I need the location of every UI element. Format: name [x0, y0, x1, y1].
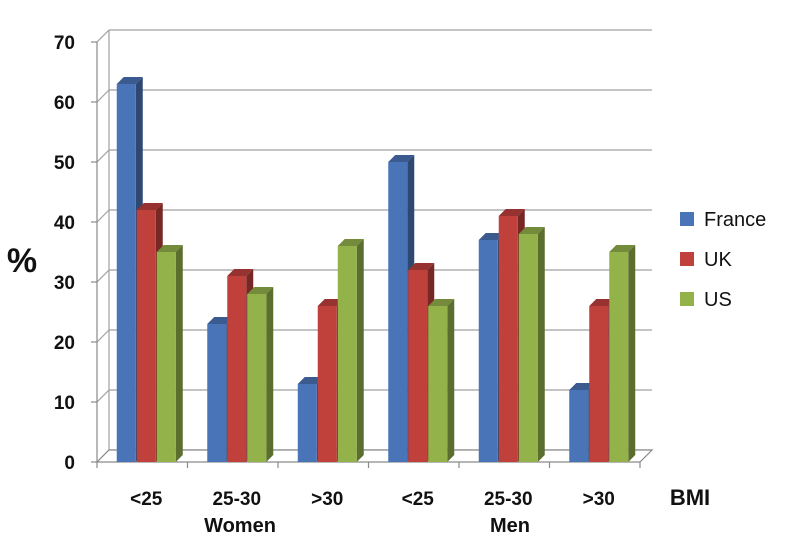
bar-side — [537, 227, 545, 462]
bars — [116, 77, 636, 462]
x-tick-label: >30 — [311, 489, 343, 510]
bar-uk — [136, 210, 156, 462]
bar-france — [388, 162, 408, 462]
bar-top — [337, 239, 364, 246]
bar-us — [428, 306, 448, 462]
y-tick-label: 20 — [54, 333, 75, 354]
bar-uk — [227, 276, 247, 462]
gridline-side — [96, 269, 110, 283]
y-tick-label: 50 — [54, 153, 75, 174]
legend-label-france: France — [704, 209, 766, 231]
bar-top — [247, 287, 274, 294]
bar-side — [266, 287, 274, 462]
bar-top — [569, 383, 596, 390]
bar-top — [518, 227, 545, 234]
y-tick-label: 60 — [54, 93, 75, 114]
y-tick-label: 10 — [54, 393, 75, 414]
bar-france — [297, 384, 317, 462]
bar-top — [589, 299, 616, 306]
group-label-men: Men — [490, 515, 530, 537]
bar-top — [478, 233, 505, 240]
x-tick-label: 25-30 — [212, 489, 261, 510]
y-axis-label: % — [7, 242, 37, 280]
bar-top — [428, 299, 455, 306]
bar-side — [628, 245, 636, 462]
bar-top — [408, 263, 435, 270]
bar-top — [136, 203, 163, 210]
bar-top — [207, 317, 234, 324]
gridline-side — [96, 149, 110, 163]
legend: France UK US — [680, 209, 766, 311]
bar-side — [175, 245, 183, 462]
legend-swatch-us — [680, 292, 694, 306]
bar-us — [156, 252, 176, 462]
bar-top — [297, 377, 324, 384]
y-tick-label: 40 — [54, 213, 75, 234]
legend-label-uk: UK — [704, 249, 732, 271]
gridline-side — [96, 389, 110, 403]
bar-top — [116, 77, 143, 84]
bar-top — [317, 299, 344, 306]
bar-france — [569, 390, 589, 462]
bar-uk — [589, 306, 609, 462]
gridlines — [96, 29, 652, 463]
bar-us — [518, 234, 538, 462]
bar-us — [337, 246, 357, 462]
bar-side — [447, 299, 455, 462]
labels: % BMI Women Men <25 25-30 >30 <25 25-30 >30 — [7, 242, 710, 537]
y-tick-label: 0 — [64, 453, 75, 474]
bar-uk — [498, 216, 518, 462]
bar-france — [116, 84, 136, 462]
x-tick-label: 25-30 — [484, 489, 533, 510]
gridline-side — [96, 329, 110, 343]
bar-side — [356, 239, 364, 462]
bar-uk — [317, 306, 337, 462]
y-tick-label: 30 — [54, 273, 75, 294]
bar-uk — [408, 270, 428, 462]
gridline-side — [96, 209, 110, 223]
bar-top — [498, 209, 525, 216]
bar-top — [609, 245, 636, 252]
x-axis-label: BMI — [670, 485, 710, 510]
legend-label-us: US — [704, 289, 732, 311]
bar-us — [609, 252, 629, 462]
gridline-side — [96, 89, 110, 103]
x-tick-label: <25 — [402, 489, 435, 510]
y-tick-label: 70 — [54, 33, 75, 54]
bar-top — [388, 155, 415, 162]
group-label-women: Women — [204, 515, 276, 537]
bar-top — [156, 245, 183, 252]
legend-swatch-uk — [680, 252, 694, 266]
x-tick-label: <25 — [130, 489, 163, 510]
x-tick-label: >30 — [583, 489, 615, 510]
bar-france — [478, 240, 498, 462]
bar-france — [207, 324, 227, 462]
bar-top — [227, 269, 254, 276]
gridline-side — [96, 29, 110, 43]
legend-swatch-france — [680, 212, 694, 226]
bar-us — [247, 294, 267, 462]
